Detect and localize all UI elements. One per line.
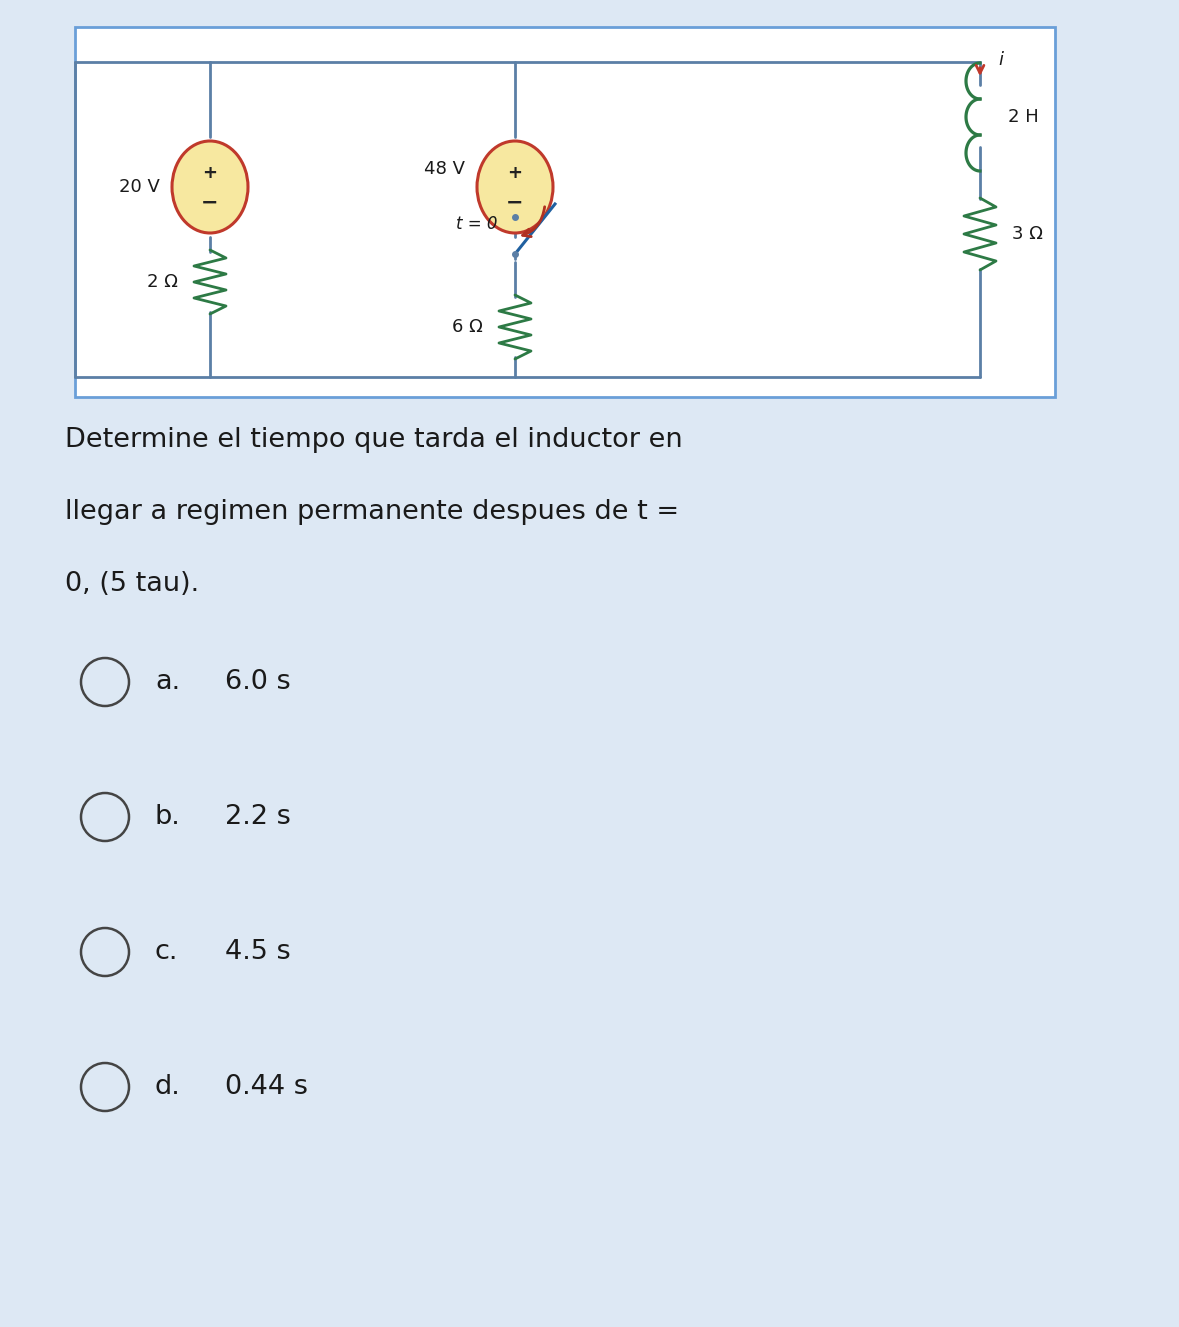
Text: 6.0 s: 6.0 s xyxy=(225,669,291,695)
Ellipse shape xyxy=(172,141,248,234)
Text: 2.2 s: 2.2 s xyxy=(225,804,291,829)
Text: b.: b. xyxy=(154,804,180,829)
Text: 2 H: 2 H xyxy=(1008,107,1039,126)
Text: 0.44 s: 0.44 s xyxy=(225,1074,308,1100)
FancyBboxPatch shape xyxy=(75,27,1055,397)
Text: t = 0: t = 0 xyxy=(455,215,498,234)
Text: 0, (5 tau).: 0, (5 tau). xyxy=(65,571,199,597)
Text: c.: c. xyxy=(154,940,178,965)
Text: d.: d. xyxy=(154,1074,180,1100)
Text: +: + xyxy=(203,165,217,182)
Text: 4.5 s: 4.5 s xyxy=(225,940,291,965)
Text: llegar a regimen permanente despues de t =: llegar a regimen permanente despues de t… xyxy=(65,499,679,525)
Text: 3 Ω: 3 Ω xyxy=(1012,226,1043,243)
Text: 20 V: 20 V xyxy=(119,178,160,196)
Text: 48 V: 48 V xyxy=(424,161,465,178)
Text: +: + xyxy=(507,165,522,182)
Text: a.: a. xyxy=(154,669,180,695)
Text: −: − xyxy=(202,192,219,214)
FancyArrowPatch shape xyxy=(522,207,545,236)
Text: i: i xyxy=(997,50,1003,69)
Ellipse shape xyxy=(477,141,553,234)
Text: 2 Ω: 2 Ω xyxy=(147,273,178,291)
Text: Determine el tiempo que tarda el inductor en: Determine el tiempo que tarda el inducto… xyxy=(65,427,683,453)
Text: 6 Ω: 6 Ω xyxy=(453,318,483,336)
Text: −: − xyxy=(506,192,523,214)
